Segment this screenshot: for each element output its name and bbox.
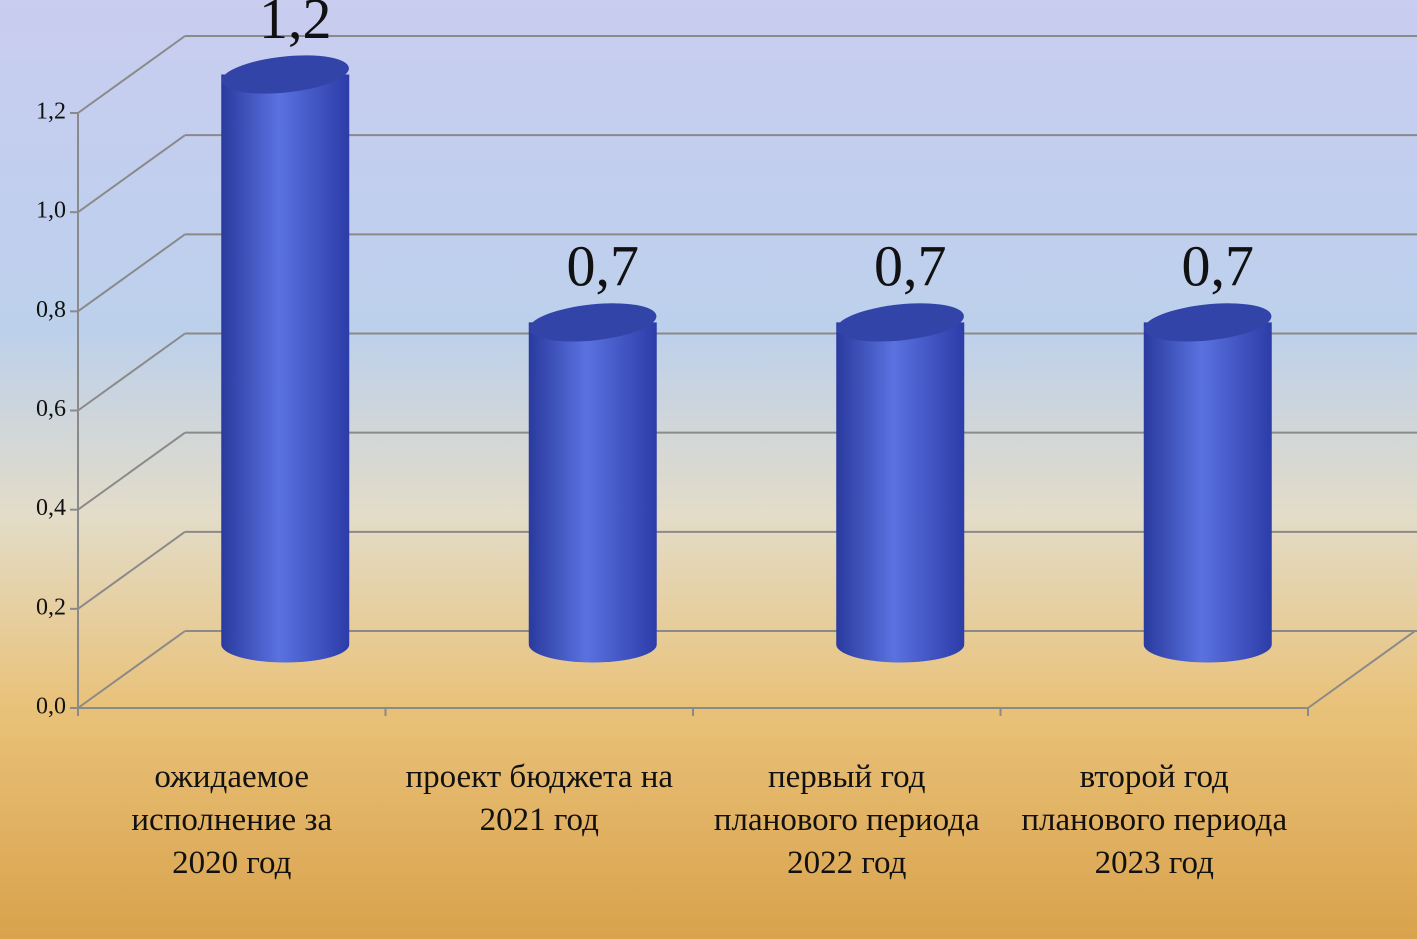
grid-line: [77, 531, 186, 610]
y-tick-label: 0,8: [36, 297, 66, 323]
grid-line: [77, 134, 186, 213]
bar: [1143, 322, 1272, 663]
y-tick-label: 0,6: [36, 396, 66, 422]
grid-line: [77, 431, 186, 511]
y-tick-label: 0,0: [36, 694, 66, 720]
value-label: 0,7: [874, 234, 947, 299]
grid-line: [77, 35, 186, 114]
floor-edge: [1307, 630, 1416, 709]
grid-line: [77, 233, 186, 313]
bar: [836, 322, 965, 663]
bar-top: [221, 55, 349, 94]
bar-top: [1144, 303, 1272, 342]
value-label: 1,2: [259, 0, 332, 51]
value-label: 0,7: [1182, 234, 1255, 299]
bar: [221, 74, 350, 663]
x-tick-label: второй год планового периода 2023 год: [1021, 759, 1288, 881]
grid-line: [77, 332, 186, 412]
bar-top: [836, 303, 964, 342]
y-tick-label: 1,0: [36, 198, 66, 224]
y-tick-label: 0,2: [36, 594, 66, 620]
grid-line: [77, 630, 186, 709]
x-tick-label: проект бюджета на 2021 год: [405, 759, 674, 838]
x-tick-label: ожидаемое исполнение за 2020 год: [131, 759, 333, 881]
value-label: 0,7: [567, 234, 640, 299]
y-tick-label: 1,2: [36, 99, 66, 125]
bar-top: [529, 303, 657, 342]
x-tick-label: первый год планового периода 2022 год: [713, 759, 980, 881]
bar: [528, 322, 657, 663]
y-tick-label: 0,4: [36, 495, 66, 521]
